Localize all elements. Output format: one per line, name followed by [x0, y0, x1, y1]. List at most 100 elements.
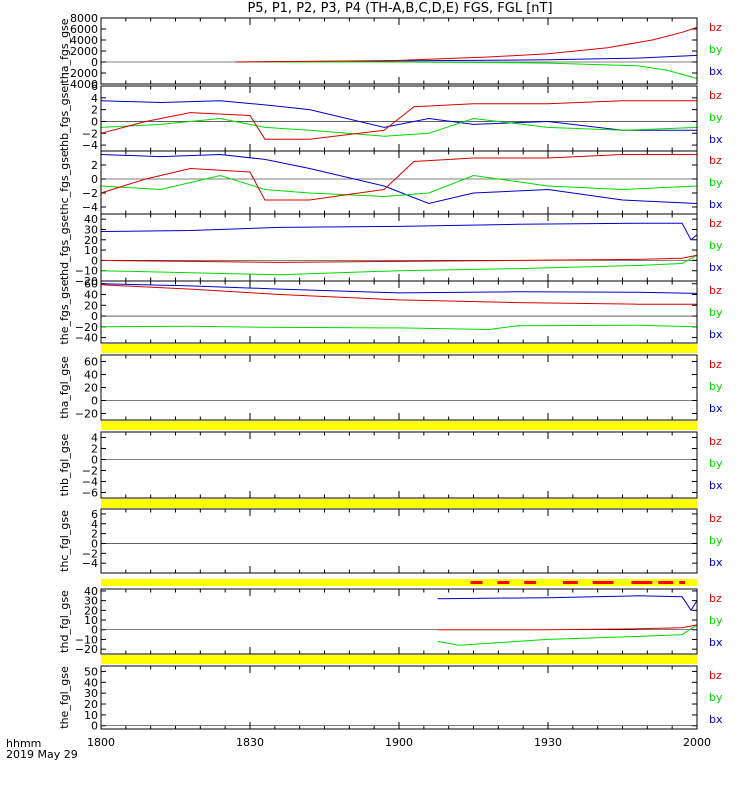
time-axis-date: 2019 May 29 — [6, 748, 78, 761]
y-axis-title: thb_fgs_gse — [58, 86, 71, 152]
y-tick-label: −4000 — [61, 78, 98, 91]
status-mark — [631, 581, 653, 584]
legend-by: by — [709, 380, 723, 393]
series-by-line — [437, 624, 698, 646]
status-bar — [101, 421, 697, 430]
y-tick-label: 2000 — [70, 45, 98, 58]
y-tick-label: 30 — [84, 223, 98, 236]
status-mark — [562, 581, 578, 584]
y-tick-label: −20 — [75, 275, 98, 288]
y-tick-label: 0 — [91, 454, 98, 467]
series-bz-line — [437, 624, 698, 631]
legend-bz: bz — [709, 89, 722, 102]
y-tick-label: 10 — [84, 614, 98, 627]
legend-bz: bz — [709, 154, 722, 167]
series-by-line — [235, 61, 698, 79]
x-tick-label: 1900 — [385, 736, 413, 749]
time-axis-label: hhmm — [6, 737, 42, 750]
y-tick-label: −4 — [82, 139, 98, 152]
series-bx-line — [100, 153, 698, 205]
status-mark — [592, 581, 614, 584]
panel-frame — [100, 431, 698, 499]
y-tick-label: −4 — [82, 476, 98, 489]
legend-bz: bz — [709, 217, 722, 230]
y-tick-label: 4 — [91, 92, 98, 105]
y-tick-label: 60 — [84, 278, 98, 291]
y-tick-label: 20 — [84, 698, 98, 711]
y-tick-label: 0 — [91, 115, 98, 128]
panel-frame — [100, 665, 698, 730]
y-tick-label: 2 — [91, 528, 98, 541]
status-mark — [679, 581, 686, 584]
status-mark — [470, 581, 483, 584]
legend-by: by — [709, 176, 723, 189]
y-tick-label: 0 — [91, 537, 98, 550]
legend-bx: bx — [709, 556, 723, 569]
y-axis-title: thc_fgs_gse — [58, 150, 71, 215]
y-tick-label: 4 — [91, 518, 98, 531]
y-axis-title: the_fgs_gse — [58, 279, 71, 344]
y-tick-label: −20 — [75, 408, 98, 421]
y-tick-label: 20 — [84, 234, 98, 247]
y-axis-title: tha_fgs_gse — [58, 18, 71, 83]
legend-bz: bz — [709, 358, 722, 371]
legend-bz: bz — [709, 284, 722, 297]
figure-title: P5, P1, P2, P3, P4 (TH-A,B,C,D,E) FGS, F… — [247, 1, 553, 16]
series-bz-line — [100, 100, 697, 140]
panel-frame — [100, 280, 698, 344]
y-tick-label: −2 — [82, 465, 98, 478]
panel-frame — [100, 354, 698, 421]
series-bz-line — [100, 154, 697, 201]
y-tick-label: 40 — [84, 676, 98, 689]
y-tick-label: 40 — [84, 585, 98, 598]
y-tick-label: 0 — [91, 173, 98, 186]
legend-bx: bx — [709, 636, 723, 649]
y-tick-label: 0 — [91, 720, 98, 733]
series-by-line — [100, 117, 698, 137]
legend-bx: bx — [709, 133, 723, 146]
legend-by: by — [709, 111, 723, 124]
y-tick-label: −20 — [75, 643, 98, 656]
status-bar — [101, 344, 697, 353]
y-tick-label: 8000 — [70, 12, 98, 25]
y-tick-label: 0 — [91, 56, 98, 69]
y-tick-label: 2 — [91, 159, 98, 172]
y-tick-label: 0 — [91, 624, 98, 637]
y-tick-label: 10 — [84, 244, 98, 257]
y-tick-label: −40 — [75, 332, 98, 345]
y-tick-label: 4 — [91, 432, 98, 445]
y-tick-label: 0 — [91, 310, 98, 323]
y-tick-label: 0 — [91, 254, 98, 267]
status-mark — [524, 581, 537, 584]
status-bar — [101, 655, 697, 664]
y-tick-label: 4000 — [70, 34, 98, 47]
x-tick-label: 1930 — [534, 736, 562, 749]
legend-bz: bz — [709, 512, 722, 525]
legend-by: by — [709, 534, 723, 547]
y-tick-label: −4 — [82, 557, 98, 570]
y-tick-label: −2 — [82, 127, 98, 140]
y-tick-label: −6 — [82, 487, 98, 500]
y-axis-title: thd_fgs_gse — [58, 215, 71, 281]
y-tick-label: 2 — [91, 443, 98, 456]
legend-bz: bz — [709, 669, 722, 682]
legend-bx: bx — [709, 402, 723, 415]
y-tick-label: 6000 — [70, 23, 98, 36]
status-bar — [101, 579, 697, 586]
y-tick-label: −2 — [82, 187, 98, 200]
legend-bx: bx — [709, 479, 723, 492]
status-mark — [658, 581, 674, 584]
y-tick-label: 20 — [84, 382, 98, 395]
legend-by: by — [709, 43, 723, 56]
series-bx-line — [100, 283, 698, 294]
legend-bx: bx — [709, 261, 723, 274]
y-tick-label: 6 — [91, 508, 98, 521]
legend-bx: bx — [709, 198, 723, 211]
y-tick-label: 10 — [84, 709, 98, 722]
y-axis-title: the_fgl_gse — [58, 666, 71, 729]
panel-frame — [100, 508, 698, 574]
y-tick-label: 60 — [84, 356, 98, 369]
y-axis-title: thc_fgl_gse — [58, 510, 71, 572]
series-by-line — [100, 254, 698, 276]
